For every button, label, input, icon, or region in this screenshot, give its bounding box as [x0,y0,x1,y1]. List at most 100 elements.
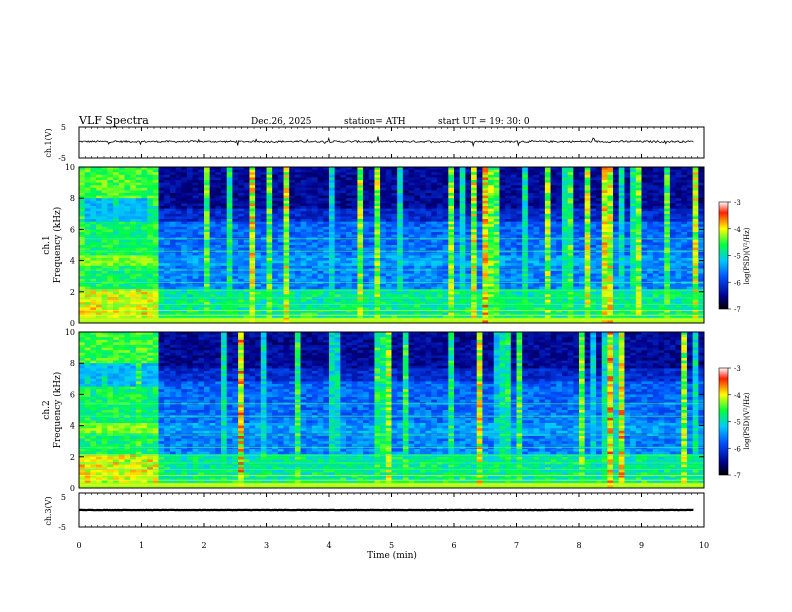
spectrogram-cell [118,234,125,238]
spectrogram-cell [346,190,353,194]
spectrogram-cell [465,250,472,254]
spectrogram-cell [198,242,205,246]
spectrogram-cell [363,172,370,176]
spectrogram-cell [374,260,381,264]
spectrogram-cell [238,260,245,264]
spectrogram-cell [152,289,159,293]
spectrogram-cell [448,239,455,243]
spectrogram-cell [408,294,415,298]
spectrogram-cell [90,195,97,199]
spectrogram-cell [419,195,426,199]
spectrogram-cell [436,271,443,274]
spectrogram-cell [454,260,460,264]
spectrogram-cell [289,315,296,319]
spectrogram-cell [539,169,546,173]
spectrogram-cell [289,190,296,194]
spectrogram-cell [306,169,313,173]
spectrogram-cell [425,286,432,290]
spectrogram-cell [419,255,426,259]
spectrogram-cell [493,200,500,204]
spectrogram-cell [181,182,188,186]
spectrogram-cell [380,242,387,246]
spectrogram-cell [226,312,233,316]
spectrogram-cell [118,294,125,298]
spectrogram-cell [255,289,262,293]
spectrogram-cell [181,193,188,196]
spectrogram-cell [363,224,370,228]
spectrogram-cell [198,185,205,189]
spectrogram-cell [84,208,91,212]
spectrogram-cell [249,263,256,267]
spectrogram-cell [425,265,432,269]
spectrogram-cell [209,263,216,267]
spectrogram-cell [266,239,273,243]
spectrogram-cell [266,294,273,298]
spectrogram-cell [351,234,358,238]
spectrogram-cell [130,286,137,290]
spectrogram-cell [266,304,273,308]
spectrogram-cell [79,208,85,212]
spectrogram-cell [101,203,108,207]
spectrogram-cell [476,302,483,306]
spectrogram-cell [471,234,478,238]
spectrogram-cell [255,185,262,189]
spectrogram-cell [476,221,483,225]
spectrogram-cell [408,317,415,321]
spectrogram-cell [351,281,358,285]
spectrogram-cell [539,221,546,225]
spectrogram-cell [147,278,154,282]
spectrogram-cell [317,278,324,282]
spectrogram-cell [488,216,495,220]
spectrogram-cell [249,234,256,238]
spectrogram-cell [448,310,455,313]
spectrogram-cell [221,315,228,319]
spectrogram-cell [499,286,506,290]
spectrogram-cell [346,180,353,183]
spectrogram-cell [476,193,483,196]
spectrogram-cell [334,195,341,199]
spectrogram-cell [141,317,148,321]
spectrogram-cell [226,302,233,306]
spectrogram-cell [118,169,125,173]
spectrogram-cell [419,245,426,248]
spectrogram-cell [431,291,438,295]
spectrogram-cell [266,255,273,259]
spectrogram-cell [368,239,375,243]
spectrogram-cell [459,289,466,293]
spectrogram-cell [505,317,512,321]
spectrogram-cell [283,307,290,311]
spectrogram-cell [96,281,103,285]
spectrogram-cell [209,200,216,204]
spectrogram-cell [186,167,193,170]
spectrogram-cell [346,182,353,186]
spectrogram-cell [277,213,284,217]
spectrogram-cell [135,260,142,264]
spectrogram-cell [357,320,364,324]
spectrogram-cell [346,320,353,324]
spectrogram-cell [238,247,245,251]
spectrogram-cell [84,239,91,243]
spectrogram-cell [527,226,534,230]
spectrogram-cell [141,312,148,316]
spectrogram-cell [249,284,256,287]
spectrogram-cell [397,317,404,321]
spectrogram-cell [101,180,108,183]
spectrogram-cell [215,190,222,194]
spectrogram-cell [215,317,222,321]
spectrogram-cell [533,304,540,308]
spectrogram-cell [329,271,335,274]
spectrogram-cell [459,297,466,300]
spectrogram-cell [294,302,301,306]
spectrogram-cell [499,206,506,209]
spectrogram-cell [186,224,193,228]
spectrogram-cell [522,208,529,212]
spectrogram-cell [175,245,182,248]
spectrogram-cell [357,297,364,300]
spectrogram-cell [402,260,409,264]
spectrogram-cell [164,187,171,191]
spectrogram-cell [113,312,120,316]
spectrogram-cell [317,172,324,176]
spectrogram-cell [357,255,364,259]
spectrogram-cell [419,315,426,319]
spectrogram-cell [249,193,256,196]
